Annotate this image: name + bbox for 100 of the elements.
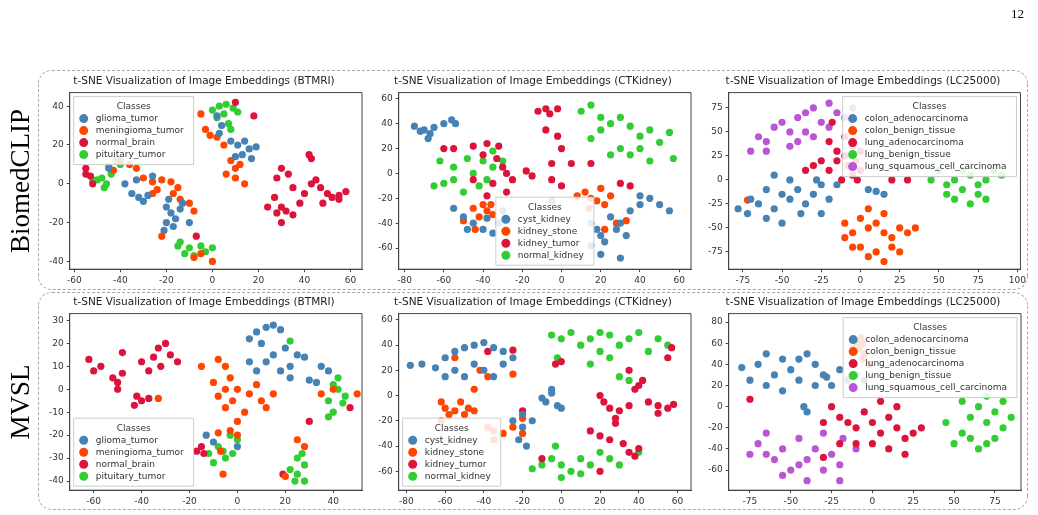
legend-label: colon_adenocarcinoma: [865, 333, 969, 344]
legend-label: kidney_tumor: [424, 458, 487, 469]
legend-label: normal_brain: [95, 136, 155, 147]
y-tick-label: 60: [381, 93, 393, 104]
x-tick-label: 60: [344, 274, 357, 285]
chart-title: t-SNE Visualization of Image Embeddings (BTMRI): [73, 74, 335, 87]
legend-label: lung_squamous_cell_carcinoma: [864, 160, 1007, 171]
y-tick-label: -20: [49, 429, 64, 440]
y-tick-label: 0: [716, 174, 723, 185]
legend-label: meningioma_tumor: [95, 124, 184, 135]
text: BiomedCLIP: [4, 108, 36, 254]
x-tick-label: -60: [436, 274, 452, 285]
legend-title: Classes: [116, 100, 151, 111]
x-tick-label: -50: [774, 274, 790, 285]
y-tick-label: -60: [378, 242, 393, 253]
y-tick-label: 30: [52, 314, 64, 325]
x-tick-label: -20: [514, 274, 530, 285]
legend-label: normal_kidney: [517, 249, 585, 260]
x-tick-label: 0: [869, 495, 876, 506]
x-tick-label: -20: [182, 495, 198, 506]
x-tick-label: -60: [437, 495, 453, 506]
x-tick-label: -40: [476, 495, 492, 506]
y-tick-label: -20: [49, 216, 64, 227]
y-tick-label: 0: [716, 401, 723, 411]
x-tick-label: -40: [112, 274, 128, 285]
y-tick-label: 60: [381, 314, 393, 325]
x-tick-label: -75: [735, 274, 751, 285]
x-tick-label: 40: [633, 495, 645, 506]
y-tick-label: 40: [711, 358, 723, 369]
legend-label: cyst_kidney: [517, 213, 572, 224]
legend-label: lung_adenocarcinoma: [865, 357, 965, 368]
y-tick-label: -20: [378, 415, 393, 426]
legend-label: meningioma_tumor: [95, 446, 184, 457]
x-tick-label: 40: [298, 274, 311, 285]
y-tick-label: -60: [708, 464, 723, 475]
x-tick-label: -50: [783, 495, 799, 506]
y-tick-label: -50: [708, 222, 723, 233]
x-tick-label: 25: [893, 274, 906, 285]
legend-label: colon_benign_tissue: [864, 124, 956, 135]
y-tick-label: -40: [708, 443, 723, 454]
x-tick-label: 0: [857, 274, 864, 285]
x-tick-label: 40: [634, 274, 646, 285]
y-tick-label: 40: [381, 118, 393, 129]
y-tick-label: 20: [381, 142, 393, 153]
x-tick-label: -60: [66, 274, 82, 285]
x-tick-label: -75: [742, 495, 758, 506]
x-tick-label: 100: [1008, 274, 1027, 285]
y-tick-label: -20: [708, 422, 723, 433]
x-tick-label: 40: [327, 495, 340, 506]
x-tick-label: 50: [933, 274, 945, 285]
legend-label: glioma_tumor: [95, 112, 159, 123]
x-tick-label: -25: [813, 274, 829, 285]
x-tick-label: 0: [209, 274, 216, 285]
y-tick-label: 0: [57, 178, 64, 189]
y-tick-label: 40: [381, 339, 393, 350]
text: MVSL: [4, 364, 36, 440]
y-tick-label: 80: [711, 316, 723, 327]
y-tick-label: -20: [378, 192, 393, 203]
x-tick-label: 0: [234, 495, 241, 506]
legend-label: kidney_tumor: [517, 237, 580, 248]
y-tick-label: -40: [49, 475, 64, 486]
y-tick-label: 40: [52, 100, 64, 111]
x-tick-label: -80: [399, 495, 415, 506]
x-tick-label: -80: [397, 274, 413, 285]
legend-title: Classes: [527, 201, 563, 212]
x-tick-label: 60: [673, 274, 686, 285]
y-tick-label: 20: [52, 139, 64, 150]
y-tick-label: 20: [52, 337, 64, 348]
y-tick-label: 20: [381, 364, 393, 375]
y-tick-label: 75: [711, 102, 723, 113]
y-tick-label: -10: [49, 406, 64, 417]
y-tick-label: 0: [57, 383, 64, 394]
y-tick-label: -40: [378, 440, 393, 451]
x-tick-label: 20: [594, 495, 607, 506]
y-tick-label: -25: [708, 198, 723, 209]
x-tick-label: 20: [252, 274, 265, 285]
legend-title: Classes: [912, 100, 947, 111]
x-tick-label: -40: [475, 274, 491, 285]
y-tick-label: -60: [378, 465, 393, 476]
x-tick-label: 75: [972, 274, 984, 285]
x-tick-label: -20: [159, 274, 174, 285]
legend-title: Classes: [434, 422, 469, 433]
chart-title: t-SNE Visualization of Image Embeddings (LC25000): [725, 74, 1001, 87]
y-tick-label: 60: [711, 337, 723, 348]
legend-label: lung_squamous_cell_carcinoma: [865, 381, 1008, 392]
legend-label: colon_adenocarcinoma: [864, 112, 969, 123]
legend-label: pituitary_tumor: [95, 148, 166, 159]
chart-title: t-SNE Visualization of Image Embeddings (LC25000): [725, 295, 1001, 308]
x-tick-label: -40: [134, 495, 150, 506]
x-tick-label: 60: [671, 495, 684, 506]
y-tick-label: 0: [386, 167, 393, 178]
legend-title: Classes: [913, 321, 948, 332]
legend-label: lung_benign_tissue: [865, 369, 952, 380]
legend-label: glioma_tumor: [95, 434, 159, 445]
legend-label: normal_kidney: [424, 470, 492, 481]
x-tick-label: 20: [279, 495, 292, 506]
chart-title: t-SNE Visualization of Image Embeddings (CTKidney): [394, 295, 672, 308]
x-tick-label: 0: [558, 495, 565, 506]
y-tick-label: -75: [708, 246, 723, 257]
x-tick-label: 50: [948, 495, 961, 506]
